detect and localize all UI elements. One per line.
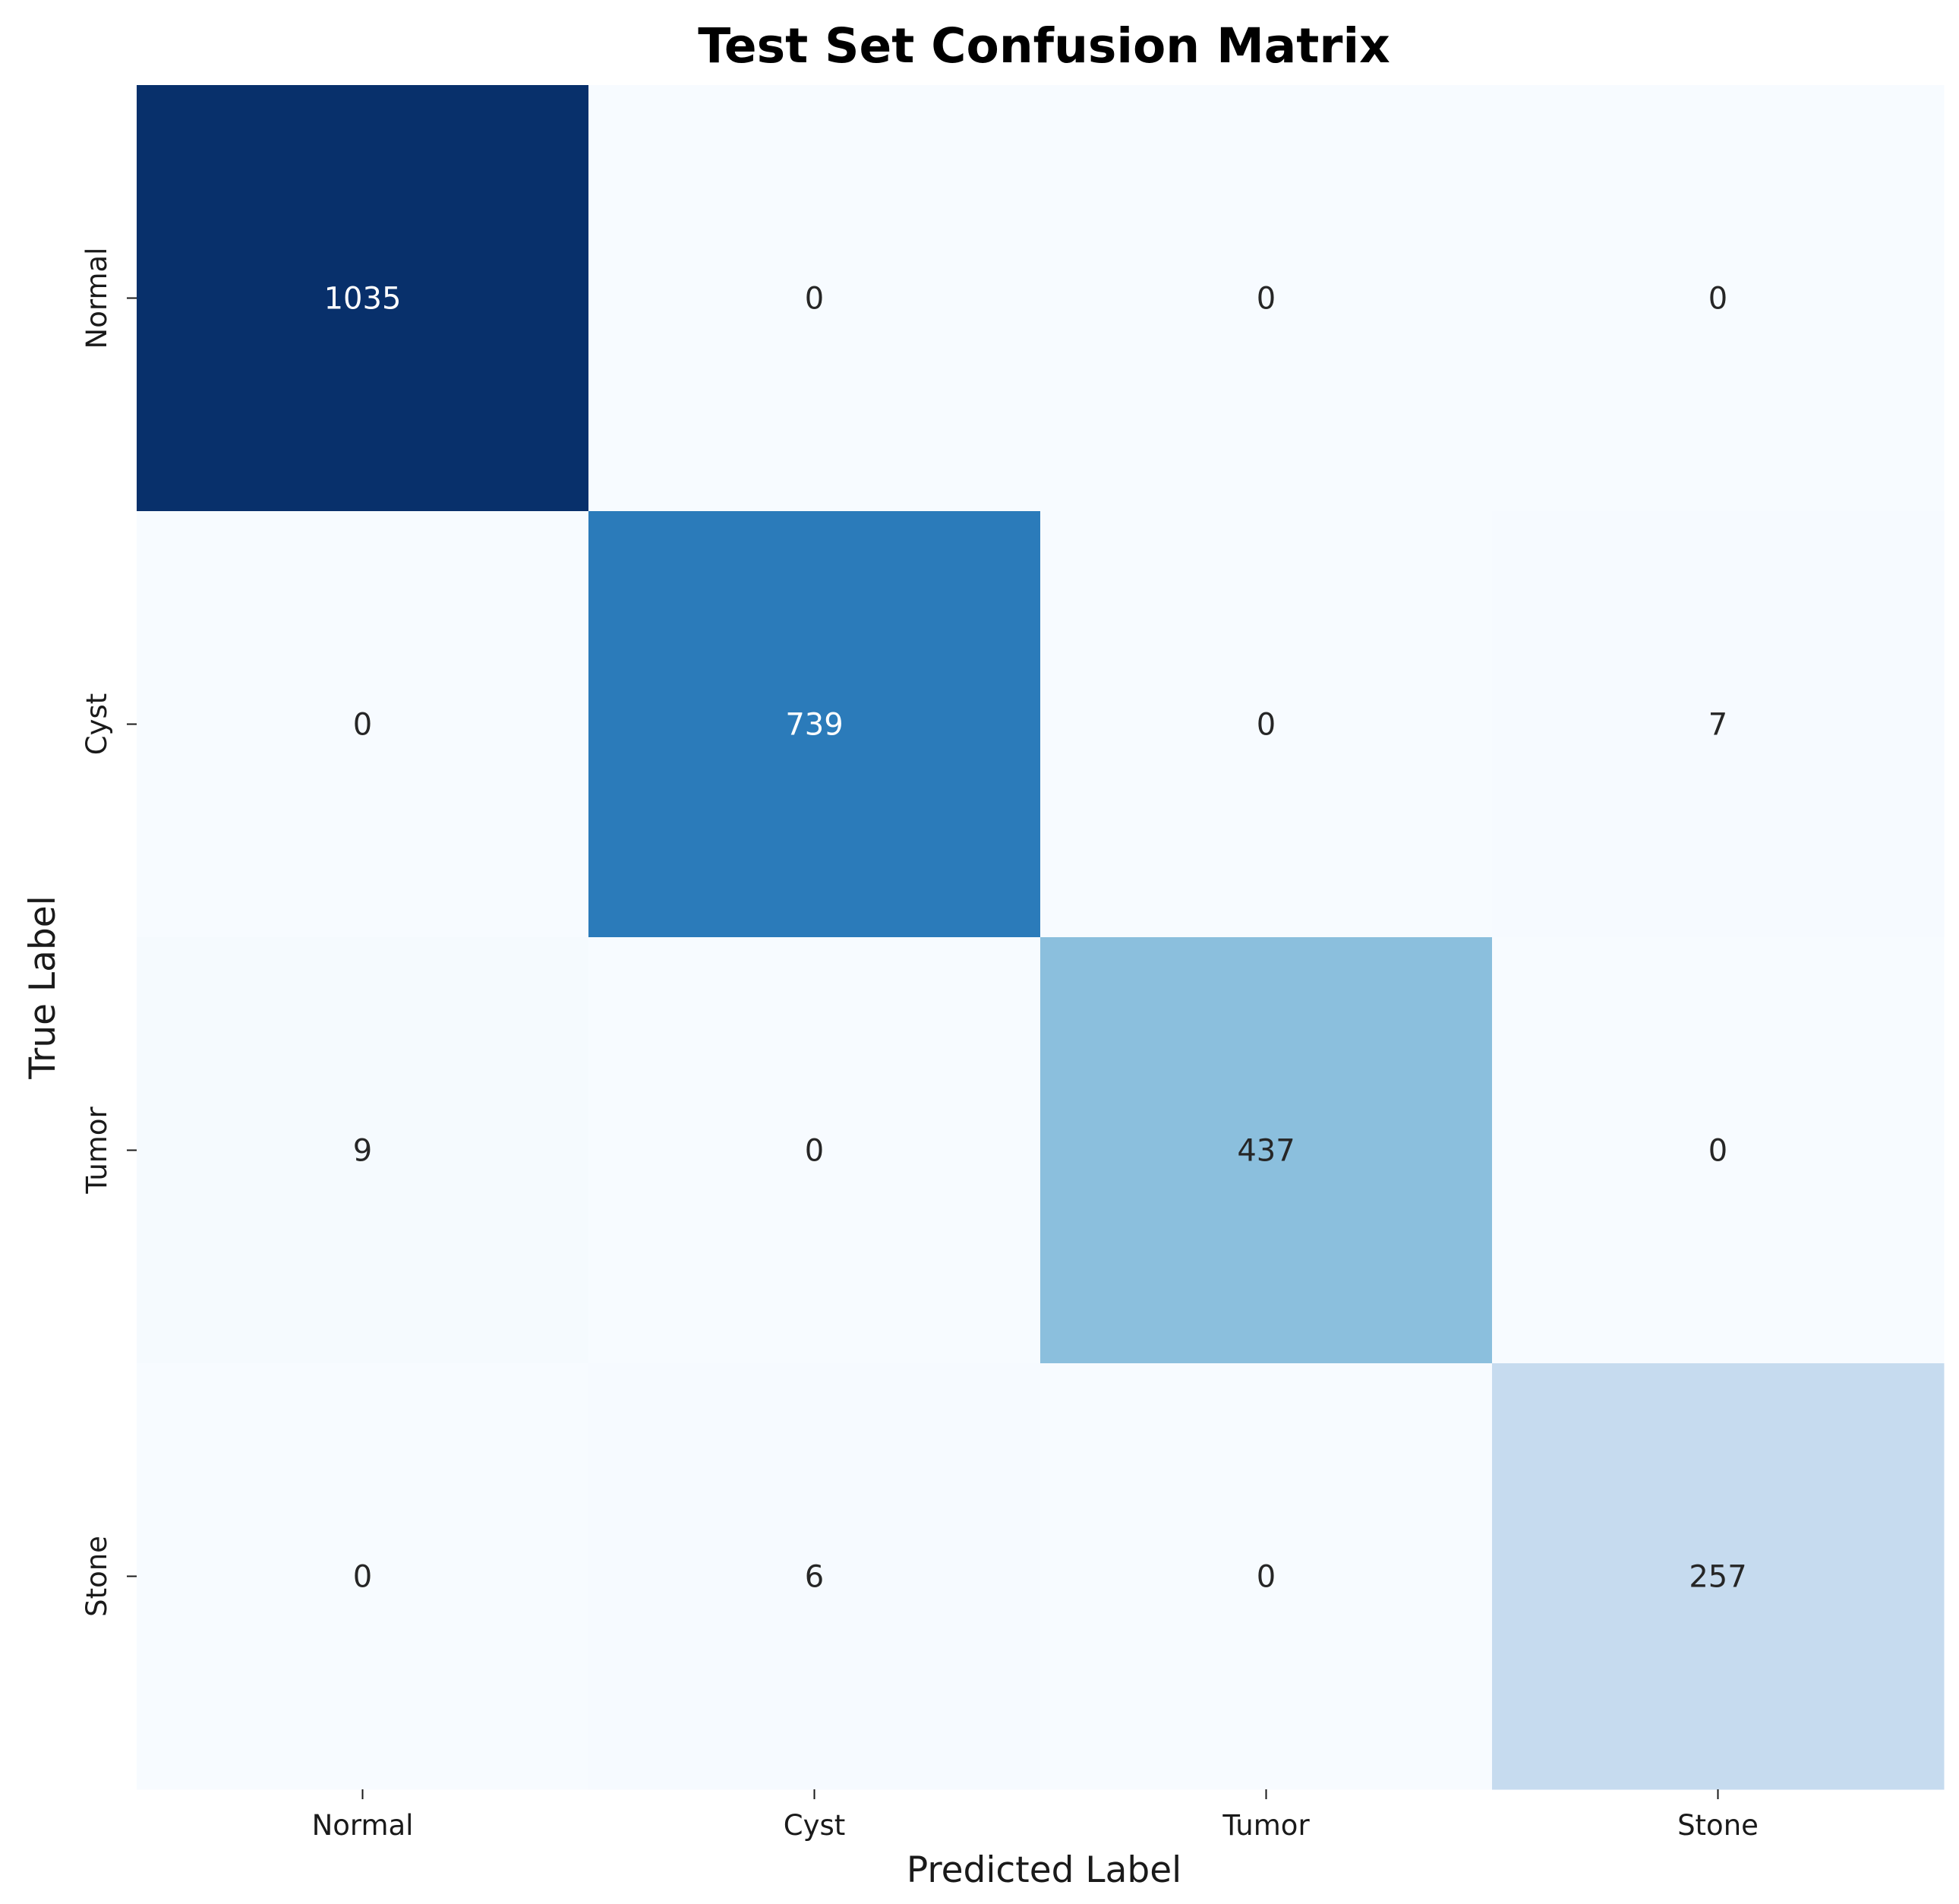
heatmap-cell <box>1040 937 1493 1364</box>
heatmap-cell-value: 6 <box>805 1560 824 1595</box>
heatmap-cell <box>588 85 1041 512</box>
x-axis-ticks: Normal Cyst Tumor Stone <box>312 1789 1759 1842</box>
heatmap-cell-value: 0 <box>805 1134 824 1169</box>
y-tick-label: Cyst <box>80 693 113 756</box>
heatmap-cell <box>1040 85 1493 512</box>
heatmap-cell <box>1492 937 1945 1364</box>
heatmap-cell <box>588 937 1041 1364</box>
y-tick-label: Stone <box>80 1536 113 1617</box>
y-axis-ticks: Normal Cyst Tumor Stone <box>80 248 137 1617</box>
y-tick-label: Tumor <box>80 1107 113 1195</box>
heatmap-cell <box>1492 1363 1945 1790</box>
heatmap-cell-value: 0 <box>353 708 372 743</box>
heatmap-cell-value: 0 <box>353 1560 372 1595</box>
heatmap-cells <box>137 85 1945 1790</box>
heatmap-cell <box>1492 85 1945 512</box>
heatmap-cell-value: 0 <box>1708 1134 1727 1169</box>
y-tick-label: Normal <box>80 248 113 349</box>
heatmap-cell <box>588 511 1041 938</box>
heatmap-cell-value: 0 <box>1257 1560 1276 1595</box>
heatmap-cell <box>137 937 589 1364</box>
heatmap-cell <box>1040 1363 1493 1790</box>
heatmap-cell <box>137 85 589 512</box>
heatmap-cell <box>588 1363 1041 1790</box>
heatmap-cell-value: 257 <box>1689 1560 1746 1595</box>
chart-title: Test Set Confusion Matrix <box>698 18 1390 74</box>
heatmap-cell-value: 437 <box>1237 1134 1295 1169</box>
heatmap-cell-labels: 1035 0 0 0 0 739 0 7 9 0 437 0 0 6 0 257 <box>324 282 1747 1595</box>
heatmap-cell-value: 7 <box>1708 708 1727 743</box>
heatmap-cell-value: 0 <box>1257 708 1276 743</box>
x-tick-label: Stone <box>1677 1809 1759 1842</box>
heatmap-cell <box>1040 511 1493 938</box>
x-axis-label: Predicted Label <box>907 1849 1181 1891</box>
y-axis-label: True Label <box>22 895 64 1080</box>
x-tick-label: Tumor <box>1222 1809 1310 1842</box>
heatmap-cell-value: 0 <box>805 282 824 317</box>
heatmap-cell <box>137 1363 589 1790</box>
x-tick-label: Cyst <box>784 1809 846 1842</box>
heatmap-cell <box>1492 511 1945 938</box>
heatmap-cell <box>137 511 589 938</box>
heatmap-cell-value: 0 <box>1257 282 1276 317</box>
x-tick-label: Normal <box>312 1809 414 1842</box>
heatmap-cell-value: 739 <box>785 708 843 743</box>
heatmap-cell-value: 9 <box>353 1134 372 1169</box>
heatmap-cell-value: 0 <box>1708 282 1727 317</box>
heatmap-cell-value: 1035 <box>324 282 402 317</box>
